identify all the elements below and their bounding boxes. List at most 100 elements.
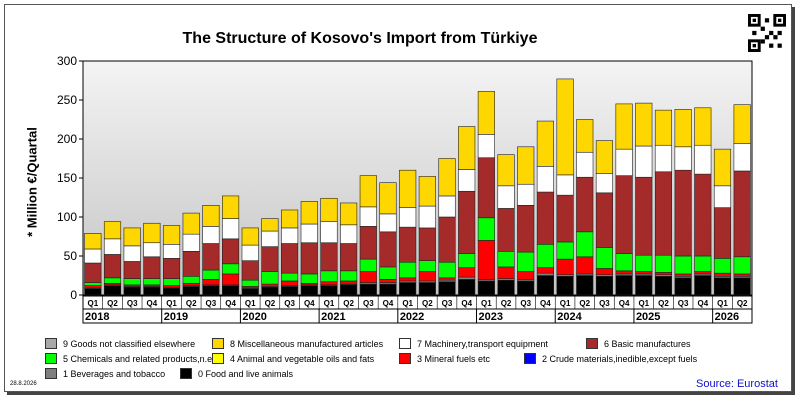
bar-segment: [418, 176, 436, 207]
bar-segment: [595, 192, 613, 248]
bar-segment: [379, 231, 397, 268]
bar-segment: [635, 102, 653, 147]
bar-segment: [477, 240, 495, 280]
bar-segment: [438, 216, 456, 263]
legend-item-chemicals: 5 Chemicals and related products,n.e.s.: [45, 353, 222, 364]
bar-segment: [241, 227, 259, 246]
bar-segment: [536, 191, 554, 245]
qr-code-icon: [748, 14, 786, 52]
bar-segment: [733, 104, 751, 144]
bar-segment: [654, 272, 673, 276]
bar-segment: [517, 271, 535, 280]
legend-swatch: [180, 368, 192, 379]
bar-segment: [340, 270, 358, 282]
bar-segment: [694, 173, 712, 257]
bar-segment: [536, 272, 554, 276]
bar-segment: [379, 279, 397, 283]
legend-swatch: [399, 353, 411, 364]
bar-segment: [576, 176, 594, 233]
bar-segment: [556, 78, 574, 176]
bar-segment: [300, 273, 318, 284]
bar-segment: [635, 271, 653, 275]
quarter-label: Q4: [304, 299, 315, 308]
quarter-label: Q3: [206, 299, 217, 308]
bar-segment: [576, 119, 594, 153]
bar-segment: [359, 283, 377, 296]
bar-segment: [182, 275, 200, 284]
bar-segment: [222, 195, 240, 219]
quarter-label: Q3: [363, 299, 374, 308]
y-tick-label: 200: [57, 132, 77, 146]
bar-segment: [182, 251, 200, 277]
bar-segment: [261, 283, 279, 287]
bar-segment: [379, 266, 397, 280]
quarter-label: Q4: [461, 299, 472, 308]
bar-segment: [576, 256, 594, 275]
bar-segment: [497, 251, 515, 268]
year-label: 2025: [636, 311, 660, 323]
bar-segment: [241, 260, 259, 281]
bar-segment: [182, 282, 200, 286]
legend-label: 6 Basic manufactures: [604, 338, 691, 349]
bar-segment: [733, 143, 751, 172]
bar-segment: [300, 201, 318, 225]
bar-segment: [261, 218, 279, 232]
y-tick-label: 150: [57, 171, 77, 185]
legend-label: 1 Beverages and tobacco: [63, 368, 166, 379]
bar-segment: [556, 174, 574, 196]
bar-segment: [222, 263, 240, 275]
bar-segment: [222, 218, 240, 240]
bar-segment: [635, 176, 653, 256]
quarter-label: Q1: [481, 299, 492, 308]
legend-item-oils-fats: 4 Animal and vegetable oils and fats: [212, 353, 374, 364]
bar-segment: [556, 258, 574, 276]
year-label: 2018: [85, 311, 109, 323]
bar-segment: [733, 277, 751, 296]
bar-segment: [162, 278, 181, 286]
legend-label: 5 Chemicals and related products,n.e.s.: [63, 353, 222, 364]
bar-segment: [300, 242, 318, 275]
chart-title: The Structure of Kosovo's Import from Tü…: [182, 30, 538, 47]
bar-segment: [477, 91, 495, 135]
bar-segment: [222, 273, 240, 286]
bar-segment: [674, 273, 692, 277]
bar-segment: [320, 197, 338, 222]
legend-swatch: [45, 353, 57, 364]
legend-swatch: [212, 353, 224, 364]
quarter-label: Q1: [560, 299, 571, 308]
bar-segment: [123, 245, 141, 262]
bar-segment: [418, 205, 436, 229]
quarter-label: Q3: [599, 299, 610, 308]
bar-segment: [694, 271, 712, 275]
bar-segment: [143, 286, 161, 296]
quarter-label: Q4: [225, 299, 236, 308]
bar-segment: [536, 166, 554, 193]
legend-item-beverages: 1 Beverages and tobacco: [45, 368, 165, 379]
bar-segment: [458, 126, 476, 170]
quarter-label: Q2: [186, 299, 197, 308]
bar-segment: [458, 253, 476, 269]
bar-segment: [517, 251, 535, 272]
bar-segment: [359, 206, 377, 227]
quarter-label: Q1: [717, 299, 728, 308]
bar-segment: [694, 107, 712, 146]
bar-segment: [458, 267, 476, 278]
bar-segment: [261, 246, 279, 272]
bar-segment: [202, 226, 220, 244]
bar-segment: [595, 173, 613, 194]
bar-segment: [615, 148, 633, 176]
bar-segment: [458, 276, 476, 280]
bar-segment: [162, 287, 181, 296]
legend-item-food: 0 Food and live animals: [180, 368, 293, 379]
bar-segment: [162, 258, 181, 279]
bar-segment: [458, 279, 476, 296]
bar-segment: [418, 282, 436, 296]
bar-segment: [261, 286, 279, 296]
bar-segment: [222, 238, 240, 265]
source-note: Source: Eurostat: [696, 378, 778, 390]
bar-segment: [497, 185, 515, 209]
bar-segment: [182, 286, 200, 296]
quarter-label: Q4: [619, 299, 630, 308]
bar-segment: [733, 273, 751, 277]
